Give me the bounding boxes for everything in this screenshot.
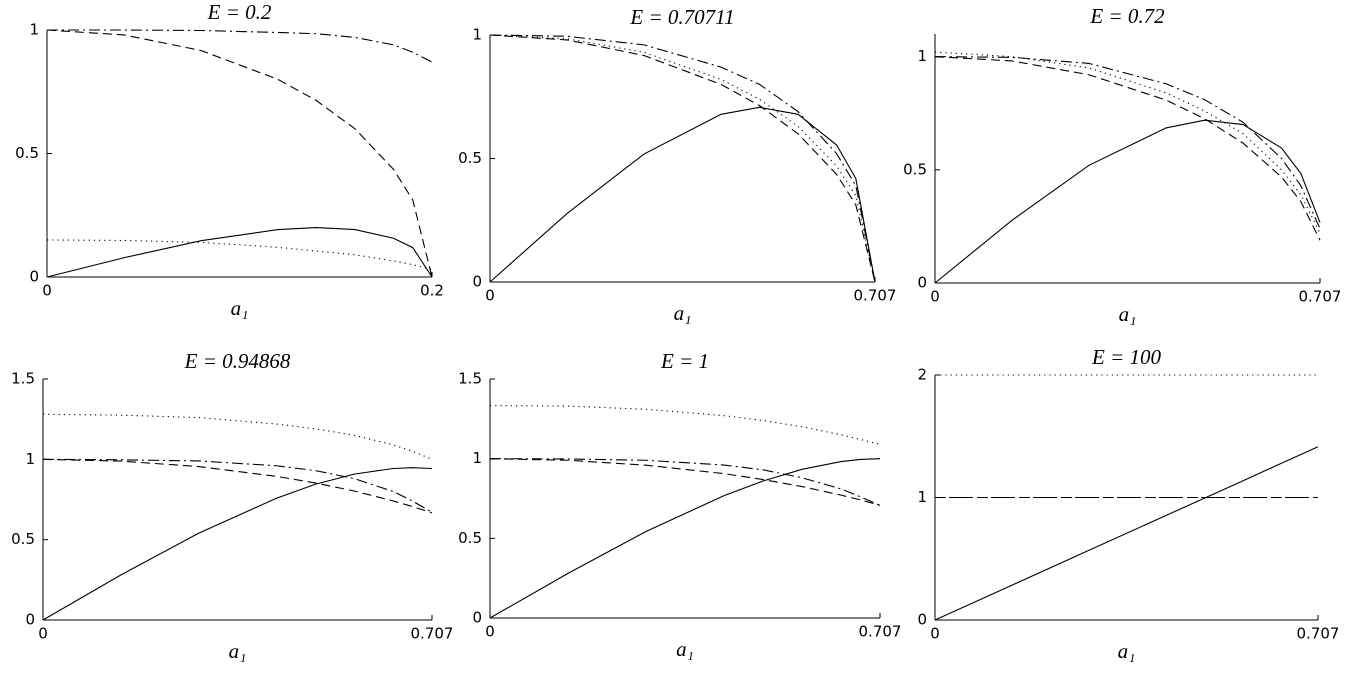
series-line <box>489 106 876 283</box>
x-tick-label: 0 <box>42 282 52 300</box>
series-line <box>489 34 876 283</box>
y-tick-label: 1 <box>917 488 927 506</box>
x-tick-label: 0.707 <box>859 623 902 641</box>
y-tick-label: 0 <box>472 609 482 627</box>
y-tick-label: 0 <box>917 611 927 629</box>
series-line <box>934 119 1321 284</box>
x-tick-label: 0.707 <box>411 625 454 643</box>
series-line <box>489 458 881 506</box>
series-line <box>42 458 433 513</box>
y-tick-label: 1.5 <box>458 370 482 388</box>
x-tick-label: 0 <box>485 287 495 305</box>
y-tick-label: 0.5 <box>458 529 482 547</box>
series-line <box>489 34 876 283</box>
y-tick-label: 1 <box>917 47 927 65</box>
series-line <box>46 227 433 278</box>
series-line <box>42 413 433 460</box>
x-label: a₁ <box>674 301 692 325</box>
title: E = 1 <box>660 349 709 373</box>
x-tick-label: 0.2 <box>420 282 444 300</box>
series-line <box>934 56 1321 229</box>
y-tick-label: 1 <box>29 21 39 39</box>
title: E = 0.2 <box>207 0 272 24</box>
y-tick-label: 0 <box>29 268 39 286</box>
y-tick-label: 0 <box>917 274 927 292</box>
y-tick-label: 0.5 <box>903 160 927 178</box>
series-line <box>42 458 433 514</box>
y-tick-label: 2 <box>917 366 927 384</box>
series-line <box>489 405 881 445</box>
title: E = 100 <box>1091 345 1161 369</box>
series-line <box>934 446 1319 621</box>
title: E = 0.70711 <box>629 5 734 29</box>
x-label: a₁ <box>676 637 694 661</box>
y-tick-label: 1 <box>25 450 35 468</box>
y-tick-label: 0 <box>25 611 35 629</box>
x-label: a₁ <box>1119 302 1137 326</box>
series-line <box>42 467 433 621</box>
series-line <box>46 29 433 278</box>
title: E = 0.72 <box>1089 4 1165 28</box>
x-label: a₁ <box>231 296 249 320</box>
y-tick-label: 0.5 <box>15 144 39 162</box>
x-tick-label: 0 <box>38 625 48 643</box>
series-line <box>489 458 881 506</box>
x-tick-label: 0 <box>485 623 495 641</box>
series-line <box>489 458 881 619</box>
y-tick-label: 1 <box>472 449 482 467</box>
y-tick-label: 0.5 <box>458 149 482 167</box>
x-tick-label: 0 <box>930 625 940 643</box>
series-line <box>934 56 1321 241</box>
x-tick-label: 0 <box>930 288 940 306</box>
series-line <box>46 239 433 271</box>
y-tick-label: 1.5 <box>11 370 35 388</box>
title: E = 0.94868 <box>184 349 291 373</box>
x-tick-label: 0.707 <box>1299 288 1342 306</box>
x-tick-label: 0.707 <box>1297 625 1340 643</box>
series-line <box>47 29 433 63</box>
x-label: a₁ <box>1118 639 1136 663</box>
x-tick-label: 0.707 <box>854 287 897 305</box>
y-tick-label: 0.5 <box>11 530 35 548</box>
y-tick-label: 0 <box>472 273 482 291</box>
series-line <box>489 34 876 283</box>
x-label: a₁ <box>229 639 247 663</box>
series-line <box>934 51 1321 234</box>
y-tick-label: 1 <box>472 26 482 44</box>
